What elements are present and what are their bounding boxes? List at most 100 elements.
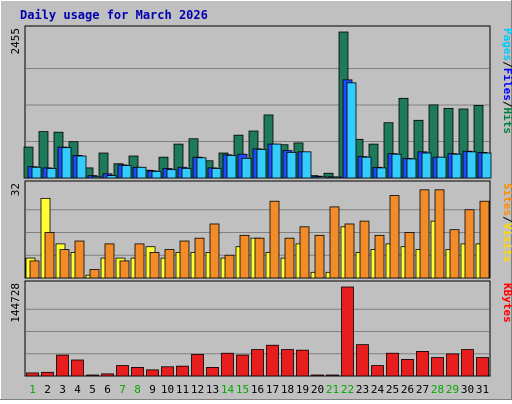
bar-pages-day-22 (346, 82, 357, 179)
bar-sites-day-11 (179, 240, 190, 279)
bar-sites-day-9 (149, 252, 160, 279)
day-label-5: 5 (89, 383, 96, 396)
day-label-10: 10 (161, 383, 174, 396)
bar-pages-day-5 (91, 176, 102, 179)
bar-sites-day-18 (284, 237, 295, 279)
bar-kbytes-day-31 (476, 357, 489, 377)
day-label-2: 2 (44, 383, 51, 396)
bar-sites-day-19 (299, 226, 310, 279)
bar-pages-day-18 (286, 152, 297, 179)
bar-kbytes-day-29 (446, 353, 459, 377)
bar-sites-day-8 (134, 243, 145, 279)
day-label-12: 12 (191, 383, 204, 396)
bar-sites-day-23 (359, 220, 370, 279)
day-label-16: 16 (251, 383, 264, 396)
bar-pages-day-26 (406, 158, 417, 179)
bar-pages-day-12 (196, 157, 207, 179)
bar-kbytes-day-18 (281, 349, 294, 377)
bar-kbytes-day-5 (86, 374, 99, 377)
bar-kbytes-day-22 (341, 286, 354, 377)
legend-entry-pages: Pages (501, 28, 512, 61)
day-label-25: 25 (386, 383, 399, 396)
bar-pages-day-16 (256, 149, 267, 179)
chart-title: Daily usage for March 2026 (20, 8, 208, 22)
bar-kbytes-day-4 (71, 359, 84, 377)
bar-kbytes-day-26 (401, 358, 414, 377)
panel-max-label: 32 (9, 183, 22, 196)
legend-entry-hits: Hits (501, 108, 512, 135)
panel-legend: Pages/Files/Hits (501, 28, 512, 134)
legend-entry--: / (501, 61, 512, 68)
panel-legend: Sites/Visits (501, 183, 512, 263)
legend-entry--: / (501, 101, 512, 108)
bar-kbytes-day-25 (386, 352, 399, 377)
day-label-15: 15 (236, 383, 249, 396)
bar-pages-day-10 (166, 169, 177, 179)
bar-sites-day-14 (224, 254, 235, 279)
day-label-23: 23 (356, 383, 369, 396)
day-label-8: 8 (134, 383, 141, 396)
panel-kbytes: 144728 KBytes (9, 280, 512, 377)
day-label-13: 13 (206, 383, 219, 396)
bar-pages-day-8 (136, 166, 147, 179)
day-label-19: 19 (296, 383, 309, 396)
bar-kbytes-day-10 (161, 366, 174, 377)
bar-sites-day-22 (344, 223, 355, 279)
bar-kbytes-day-12 (191, 354, 204, 377)
bar-kbytes-day-14 (221, 352, 234, 377)
bar-kbytes-day-1 (26, 372, 39, 377)
day-label-20: 20 (311, 383, 324, 396)
bar-sites-day-4 (74, 240, 85, 279)
bar-kbytes-day-9 (146, 369, 159, 377)
panel-legend: KBytes (501, 283, 512, 323)
bar-sites-day-20 (314, 234, 325, 279)
panel-max-label: 144728 (9, 283, 22, 323)
day-label-17: 17 (266, 383, 279, 396)
bar-sites-day-31 (479, 200, 490, 279)
day-label-1: 1 (29, 383, 36, 396)
bar-sites-day-16 (254, 237, 265, 279)
bar-pages-day-25 (391, 153, 402, 179)
bar-pages-day-13 (211, 168, 222, 179)
bar-kbytes-day-16 (251, 349, 264, 377)
legend-entry-files: Files (501, 68, 512, 101)
bar-kbytes-day-15 (236, 354, 249, 377)
legend-entry-sites: Sites (501, 183, 512, 216)
day-label-6: 6 (104, 383, 111, 396)
bar-kbytes-day-28 (431, 357, 444, 377)
panel-visits-sites: 32 Sites/Visits (9, 180, 512, 279)
legend-entry-kbytes: KBytes (501, 283, 512, 323)
bar-pages-day-31 (481, 152, 492, 179)
bar-pages-day-6 (106, 175, 117, 179)
bar-pages-day-4 (76, 155, 87, 179)
bar-kbytes-day-3 (56, 354, 69, 377)
bar-sites-day-13 (209, 223, 220, 279)
bar-kbytes-day-2 (41, 371, 54, 377)
bar-sites-day-24 (374, 234, 385, 279)
bar-kbytes-day-17 (266, 344, 279, 377)
bar-sites-day-30 (464, 209, 475, 279)
bar-sites-day-26 (404, 232, 415, 279)
bar-sites-day-3 (59, 249, 70, 279)
bar-pages-day-11 (181, 168, 192, 179)
bar-pages-day-14 (226, 154, 237, 179)
bar-sites-day-7 (119, 260, 130, 279)
bar-sites-day-29 (449, 229, 460, 279)
bar-pages-day-17 (271, 143, 282, 179)
day-label-4: 4 (74, 383, 81, 396)
bar-kbytes-day-13 (206, 366, 219, 377)
day-label-18: 18 (281, 383, 294, 396)
bar-sites-day-6 (104, 243, 115, 279)
series-pages (31, 82, 492, 179)
bar-sites-day-28 (434, 189, 445, 279)
bar-kbytes-day-11 (176, 365, 189, 377)
bar-pages-day-24 (376, 167, 387, 179)
bar-pages-day-30 (466, 151, 477, 179)
bar-pages-day-15 (241, 157, 252, 179)
bar-kbytes-day-7 (116, 365, 129, 377)
bar-pages-day-2 (46, 168, 57, 179)
bar-pages-day-3 (61, 147, 72, 179)
